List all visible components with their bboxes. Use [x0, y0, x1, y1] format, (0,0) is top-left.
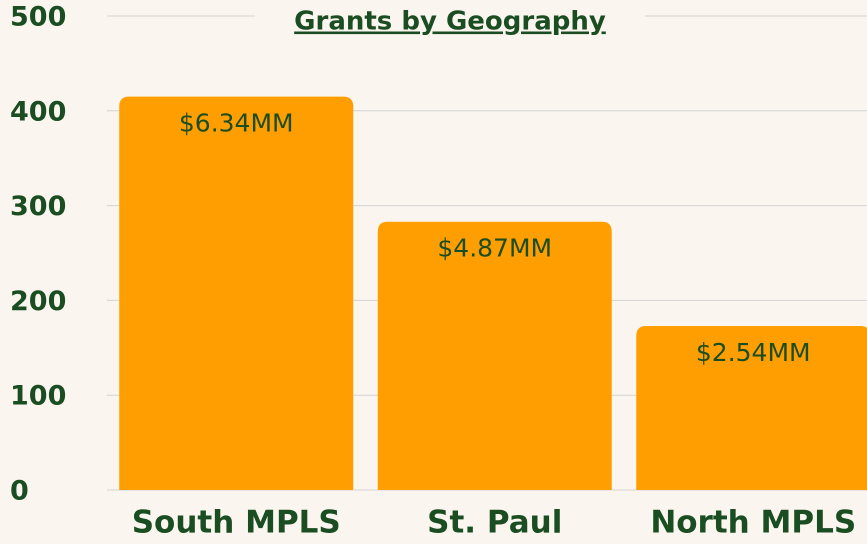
y-tick-label: 100 — [10, 381, 66, 412]
bar — [636, 325, 867, 490]
chart-title: Grants by Geography — [294, 7, 606, 37]
marks: South MPLS $6.34MM St. Paul $4.87MM North MP… — [119, 96, 867, 541]
title-backdrop — [255, 4, 645, 40]
data-label: $4.87MM — [437, 234, 552, 263]
y-tick-label: 0 — [10, 476, 29, 507]
y-tick-label: 200 — [10, 286, 66, 317]
x-tick-label: St. Paul — [427, 505, 562, 541]
data-label: $6.34MM — [179, 109, 294, 138]
x-tick-label: South MPLS — [132, 505, 341, 541]
bar — [119, 96, 354, 490]
y-tick-label: 500 — [10, 2, 66, 33]
bar — [377, 221, 612, 490]
x-tick-label: North MPLS — [650, 505, 856, 541]
y-tick-label: 300 — [10, 191, 66, 222]
data-label: $2.54MM — [696, 338, 811, 367]
y-tick-label: 400 — [10, 96, 66, 127]
